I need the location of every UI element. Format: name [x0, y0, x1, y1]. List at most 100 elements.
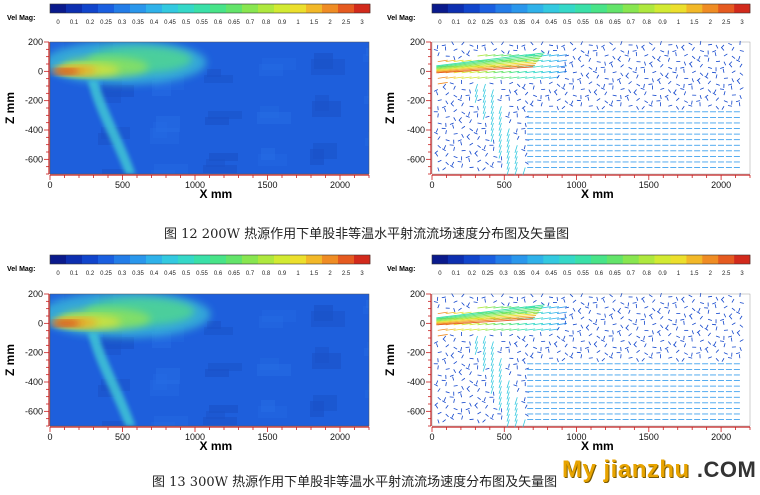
velocity-vector	[610, 63, 614, 68]
velocity-vector	[683, 313, 687, 318]
colorbar-swatch	[479, 255, 496, 264]
velocity-vector	[498, 128, 502, 137]
colorbar-tick-label: 0.3	[118, 20, 127, 26]
velocity-vector	[640, 318, 645, 321]
velocity-vector	[541, 322, 552, 326]
colorbar-swatch	[354, 4, 371, 13]
colorbar-swatch	[306, 4, 323, 13]
velocity-vector	[561, 87, 566, 90]
velocity-vector	[445, 153, 449, 157]
velocity-vector	[498, 374, 502, 383]
colorbar-tick-label: 0	[438, 271, 442, 277]
colorbar-tick-label: 0.3	[499, 271, 508, 277]
velocity-vector	[715, 83, 720, 86]
x-tick-label: 500	[497, 180, 512, 190]
colorbar-tick-label: 0.6	[595, 271, 604, 277]
velocity-vector	[650, 315, 653, 320]
velocity-vector	[713, 341, 717, 346]
velocity-vector	[435, 128, 439, 133]
velocity-vector	[727, 83, 733, 86]
velocity-vector	[498, 150, 502, 159]
jet-streak	[436, 59, 540, 70]
velocity-vector	[628, 105, 633, 107]
velocity-vector	[533, 311, 544, 315]
velocity-vector	[506, 402, 510, 411]
colorbar-swatch	[178, 4, 195, 13]
y-tick-label: -200	[407, 96, 425, 106]
velocity-vector	[609, 294, 613, 298]
velocity-vector	[681, 106, 685, 110]
velocity-vector	[668, 318, 673, 322]
velocity-vector	[465, 156, 470, 159]
x-tick-label: 1500	[639, 180, 659, 190]
velocity-vector	[707, 104, 712, 107]
velocity-vector	[642, 298, 645, 303]
field-patch	[151, 422, 175, 426]
velocity-vector	[508, 363, 510, 368]
colorbar-tick-label: 2.5	[722, 271, 731, 277]
colorbar-tick-label: 0.65	[609, 20, 621, 26]
velocity-vector	[545, 94, 550, 97]
velocity-vector	[490, 358, 494, 367]
velocity-vector	[572, 323, 577, 326]
x-axis-title: X mm	[200, 439, 233, 453]
velocity-vector	[668, 332, 672, 337]
velocity-vector	[660, 302, 665, 305]
velocity-vector	[453, 385, 458, 387]
velocity-vector	[588, 57, 592, 62]
velocity-vector	[707, 341, 712, 345]
velocity-vector	[506, 161, 510, 170]
velocity-vector	[731, 46, 735, 51]
velocity-vector	[633, 341, 637, 345]
colorbar-tick-label: 0.55	[196, 20, 208, 26]
velocity-vector	[445, 59, 456, 63]
velocity-vector	[445, 352, 449, 357]
velocity-vector	[517, 350, 522, 354]
velocity-vector	[501, 54, 512, 57]
colorbar-tick-label: 0.4	[531, 271, 540, 277]
colorbar-tick-label: 0.7	[246, 271, 255, 277]
velocity-vector	[668, 341, 672, 345]
velocity-vector	[731, 78, 734, 83]
velocity-vector	[509, 76, 520, 79]
velocity-vector	[632, 50, 637, 52]
field-patch	[258, 406, 287, 418]
velocity-vector	[469, 82, 474, 85]
velocity-vector	[739, 324, 744, 328]
velocity-vector	[656, 58, 661, 62]
colorbar-swatch	[82, 255, 99, 264]
velocity-vector	[467, 50, 470, 55]
velocity-vector	[667, 309, 670, 314]
velocity-vector	[498, 145, 502, 154]
velocity-vector	[524, 404, 528, 409]
velocity-vector	[570, 352, 574, 357]
velocity-vector	[683, 343, 687, 348]
velocity-vector	[704, 75, 709, 79]
velocity-vector	[729, 63, 733, 68]
velocity-vector	[632, 71, 637, 74]
colorbar-swatch	[575, 255, 592, 264]
colorbar-tick-label: 0.45	[164, 20, 176, 26]
velocity-vector	[460, 347, 463, 352]
velocity-vector	[450, 355, 454, 359]
field-patch	[365, 390, 369, 398]
colorbar-swatch	[686, 255, 703, 264]
velocity-vector	[493, 306, 504, 309]
colorbar-swatch	[734, 4, 751, 13]
velocity-vector	[648, 42, 653, 46]
velocity-vector	[691, 55, 696, 60]
velocity-vector	[484, 298, 486, 303]
velocity-vector	[485, 54, 496, 57]
velocity-vector	[442, 86, 447, 90]
velocity-vector	[450, 103, 454, 107]
velocity-vector	[665, 72, 669, 77]
velocity-vector	[672, 71, 677, 74]
velocity-vector	[628, 318, 633, 322]
colorbar-swatch	[306, 255, 323, 264]
y-axis-title: Z mm	[3, 92, 17, 124]
velocity-vector	[506, 380, 510, 389]
colorbar-swatch	[511, 255, 528, 264]
velocity-vector	[572, 346, 577, 349]
colorbar-tick-label: 0.8	[262, 20, 271, 26]
velocity-vector	[506, 397, 510, 406]
